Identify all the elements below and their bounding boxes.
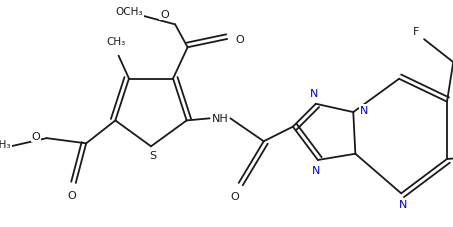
Text: S: S [149, 150, 157, 160]
Text: N: N [360, 106, 368, 116]
Text: F: F [413, 27, 419, 37]
Text: N: N [399, 199, 407, 209]
Text: O: O [67, 190, 76, 200]
Text: O: O [235, 35, 244, 45]
Text: N: N [309, 89, 318, 99]
Text: OCH₃: OCH₃ [116, 7, 143, 17]
Text: N: N [312, 166, 320, 176]
Text: O: O [160, 10, 169, 20]
Text: CH₃: CH₃ [107, 37, 126, 47]
Text: CH₂CH₃: CH₂CH₃ [0, 140, 11, 150]
Text: O: O [32, 131, 41, 141]
Text: NH: NH [212, 114, 228, 124]
Text: O: O [230, 192, 239, 202]
